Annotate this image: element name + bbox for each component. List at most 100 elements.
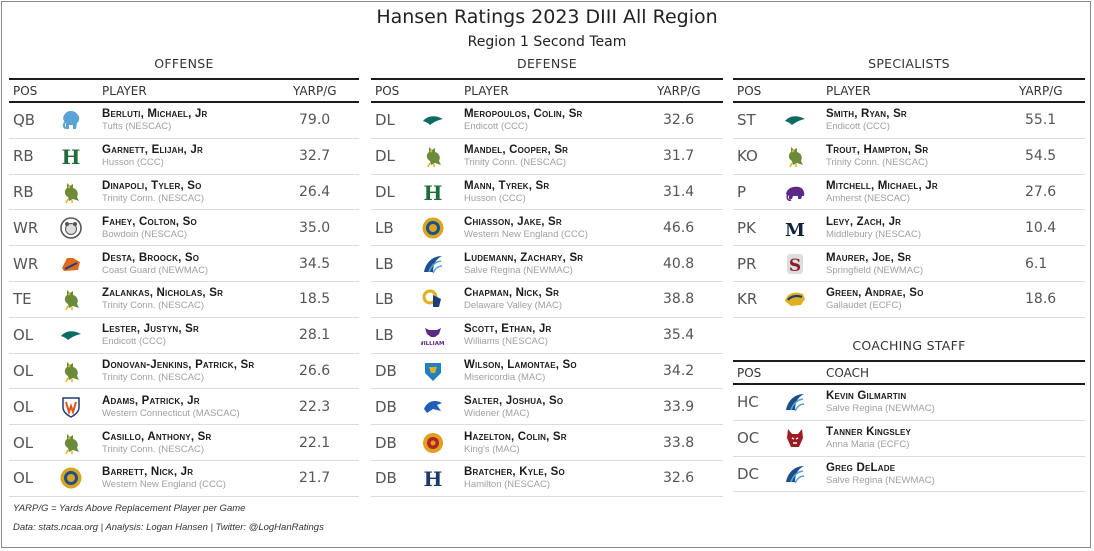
player-cell: Berluti, Michael, Jr Tufts (NESCAC) [102, 108, 293, 132]
position-cell: DL [375, 182, 395, 201]
position-cell: TE [13, 290, 32, 309]
letter-h-icon: H [421, 466, 464, 490]
team-conference: Trinity Conn. (NESCAC) [102, 443, 205, 455]
player-name: Bratcher, Kyle, So [464, 466, 565, 479]
team-conference: Misericordia (MAC) [464, 371, 546, 383]
position-cell: OL [13, 361, 34, 380]
team-conference: Salve Regina (NEWMAC) [464, 264, 573, 276]
position-cell: P [737, 182, 747, 201]
player-header: PLAYER [826, 83, 871, 98]
seal-icon [59, 466, 102, 490]
specialists-title: SPECIALISTS [868, 56, 950, 71]
defense-header: POS PLAYER YARP/G [371, 78, 723, 103]
player-name: Ludemann, Zachary, Sr [464, 251, 584, 264]
yarp-value: 32.6 [663, 470, 695, 487]
team-conference: Widener (MAC) [464, 407, 530, 419]
position-cell: DB [375, 469, 397, 488]
player-cell: Green, Andrae, So Gallaudet (ECFC) [826, 287, 1019, 311]
player-header: PLAYER [464, 83, 509, 98]
player-cell: Desta, Broock, So Coast Guard (NEWMAC) [102, 252, 293, 276]
team-conference: Hamilton (NESCAC) [464, 479, 551, 491]
table-row: WR Desta, Broock, So Coast Guard (NEWMAC) 3… [9, 246, 359, 282]
yarp-value: 33.9 [663, 398, 695, 415]
player-name: Trout, Hampton, Sr [826, 144, 929, 157]
table-row: DB Hazelton, Colin, Sr King's (MAC) 33.8 [371, 425, 723, 461]
player-cell: Wilson, Lamontae, So Misericordia (MAC) [464, 359, 657, 383]
yarp-value: 18.6 [1025, 291, 1057, 308]
bantam-icon [59, 431, 102, 455]
player-name: Smith, Ryan, Sr [826, 108, 907, 121]
table-row: OC Tanner Kingsley Anna Maria (ECFC) [733, 421, 1085, 457]
yarp-value: 28.1 [299, 327, 331, 344]
yarp-value: 33.8 [663, 434, 695, 451]
yarp-header: YARP/G [657, 83, 701, 98]
player-name: Garnett, Elijah, Jr [102, 144, 203, 157]
gull-icon [783, 108, 826, 132]
mammoth-icon [783, 180, 826, 204]
position-cell: LB [375, 290, 394, 309]
letter-h-icon: H [59, 144, 102, 168]
position-cell: OL [13, 326, 34, 345]
team-conference: Husson (CCC) [464, 192, 526, 204]
team-conference: Endicott (CCC) [464, 121, 528, 133]
team-conference: Husson (CCC) [102, 157, 164, 169]
table-row: DB Salter, Joshua, So Widener (MAC) 33.9 [371, 389, 723, 426]
yarp-value: 40.8 [663, 255, 695, 272]
yarp-value: 31.4 [663, 183, 695, 200]
player-name: Donovan-Jenkins, Patrick, Sr [102, 358, 255, 371]
team-conference: Tufts (NESCAC) [102, 121, 172, 133]
player-name: Mitchell, Michael, Jr [826, 179, 938, 192]
player-cell: Bratcher, Kyle, So Hamilton (NESCAC) [464, 466, 657, 490]
team-conference: Salve Regina (NEWMAC) [826, 403, 935, 415]
yarp-value: 55.1 [1025, 112, 1057, 129]
yarp-value: 26.6 [299, 362, 331, 379]
yarp-value: 21.7 [299, 470, 331, 487]
position-cell: DB [375, 361, 397, 380]
table-row: KR Green, Andrae, So Gallaudet (ECFC) 18.6 [733, 282, 1085, 318]
position-cell: DB [375, 397, 397, 416]
player-cell: Mitchell, Michael, Jr Amherst (NESCAC) [826, 180, 1019, 204]
team-conference: Williams (NESCAC) [464, 336, 548, 348]
yarp-value: 46.6 [663, 219, 695, 236]
svg-text:M: M [785, 220, 805, 240]
coach-header: COACH [826, 365, 870, 380]
player-cell: Garnett, Elijah, Jr Husson (CCC) [102, 144, 293, 168]
gull-icon [59, 323, 102, 347]
table-row: DC Greg DeLade Salve Regina (NEWMAC) [733, 457, 1085, 493]
coach-name: Greg DeLade [826, 461, 896, 474]
letter-h-icon: H [421, 180, 464, 204]
player-cell: Levy, Zach, Jr Middlebury (NESCAC) [826, 216, 1019, 240]
position-cell: HC [737, 393, 759, 412]
position-cell: ST [737, 111, 756, 130]
yarp-value: 34.5 [299, 255, 331, 272]
coaching-table: COACHING STAFF POS COACH HC Kevin Gilmart… [733, 337, 1085, 493]
player-cell: Salter, Joshua, So Widener (MAC) [464, 395, 657, 419]
svg-text:H: H [62, 145, 81, 168]
bear-icon [59, 252, 102, 276]
position-cell: LB [375, 218, 394, 237]
table-row: OL Lester, Justyn, Sr Endicott (CCC) 28.1 [9, 318, 359, 354]
team-conference: Trinity Conn. (NESCAC) [826, 157, 929, 169]
table-row: WR Fahey, Colton, So Bowdoin (NESCAC) 35.0 [9, 210, 359, 247]
player-name: Mann, Tyrek, Sr [464, 179, 550, 192]
player-name: Chapman, Nick, Sr [464, 287, 560, 300]
svg-text:WILLIAMS: WILLIAMS [421, 341, 445, 347]
position-cell: RB [13, 182, 34, 201]
position-cell: LB [375, 254, 394, 273]
team-conference: King's (MAC) [464, 443, 520, 455]
player-cell: Zalankas, Nicholas, Sr Trinity Conn. (NES… [102, 287, 293, 311]
player-name: Adams, Patrick, Jr [102, 394, 200, 407]
wave-icon [783, 462, 826, 486]
player-name: Maurer, Joe, Sr [826, 251, 912, 264]
table-row: TE Zalankas, Nicholas, Sr Trinity Conn. (N… [9, 282, 359, 318]
yarp-value: 18.5 [299, 291, 331, 308]
yarp-value: 35.4 [663, 327, 695, 344]
team-conference: Springfield (NEWMAC) [826, 264, 924, 276]
team-conference: Western Connecticut (MASCAC) [102, 407, 240, 419]
player-cell: Casillo, Anthony, Sr Trinity Conn. (NESCA… [102, 431, 293, 455]
coach-cell: Tanner Kingsley Anna Maria (ECFC) [826, 426, 1085, 450]
gull-icon [421, 108, 464, 132]
table-row: DL Mandel, Cooper, Sr Trinity Conn. (NESCA… [371, 139, 723, 175]
